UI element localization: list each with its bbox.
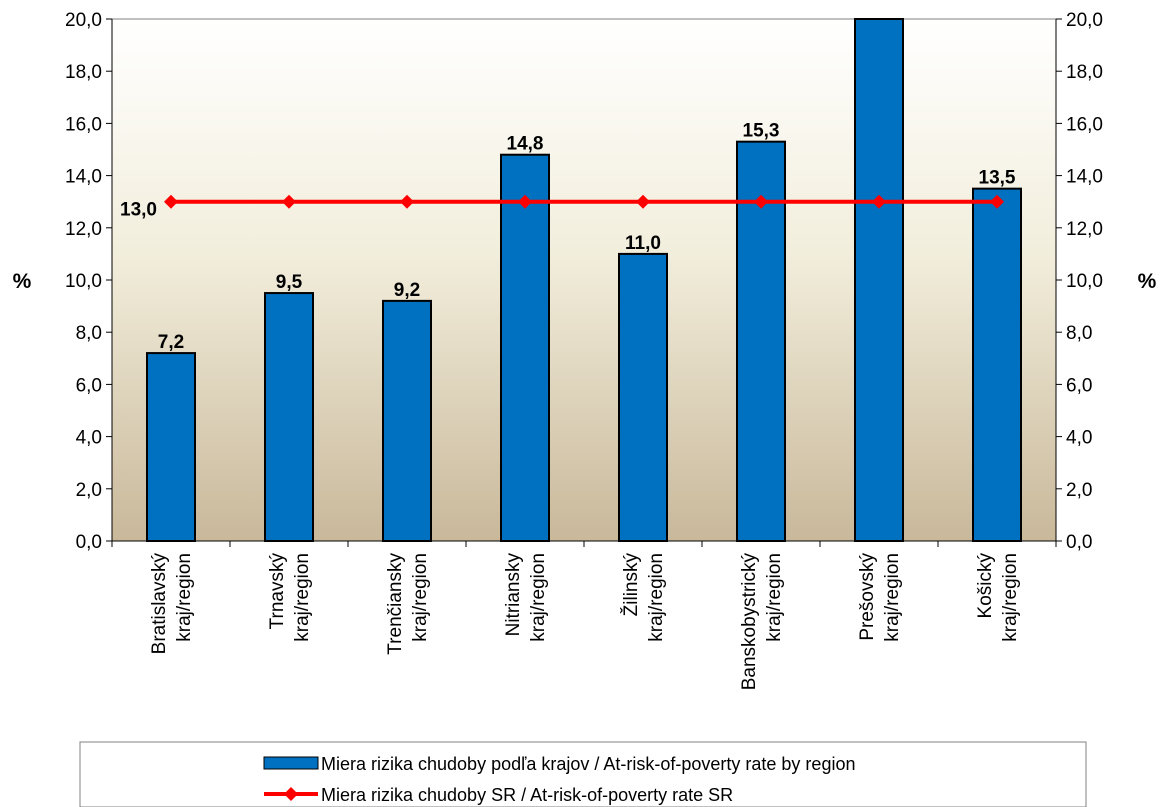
category-label-line: Trenčiansky (385, 553, 406, 655)
category-label-line: Košický (975, 553, 996, 619)
sr-line-marker (164, 194, 178, 209)
category-label-line: kraj/region (882, 553, 903, 642)
y-tick-label-left: 0,0 (76, 532, 102, 553)
legend-box (79, 741, 1087, 807)
sr-line-marker (754, 194, 768, 209)
y-tick-label-right: 8,0 (1066, 323, 1092, 344)
bar-value-label: 14,8 (507, 134, 544, 155)
bar (972, 187, 1022, 542)
y-tick-label-left: 10,0 (65, 271, 102, 292)
legend-line-marker (284, 787, 298, 801)
y-tick-label-right: 0,0 (1066, 532, 1092, 553)
y-tick-label-right: 6,0 (1066, 375, 1092, 396)
bar-value-label: 13,5 (979, 168, 1016, 189)
bar (854, 18, 904, 542)
bar (146, 352, 196, 542)
plot-area (111, 18, 1057, 542)
legend-bar-swatch (263, 756, 319, 770)
bar-value-label: 15,3 (743, 121, 780, 142)
bar (382, 299, 432, 542)
category-label-line: kraj/region (174, 553, 195, 642)
y-tick-label-right: 18,0 (1066, 62, 1103, 83)
category-label-line: kraj/region (410, 553, 431, 642)
category-label-line: Nitriansky (503, 553, 524, 637)
y-tick-label-left: 20,0 (65, 10, 102, 31)
y-tick-label-right: 2,0 (1066, 480, 1092, 501)
category-label-line: kraj/region (646, 553, 667, 642)
category-label-line: Trnavský (267, 553, 288, 630)
y-tick-label-left: 16,0 (65, 114, 102, 135)
y-axis-title-right: % (1138, 270, 1157, 293)
category-label: Trnavský kraj/region (267, 553, 313, 642)
category-label: Bratislavský kraj/region (149, 553, 195, 655)
y-tick-label-right: 10,0 (1066, 271, 1103, 292)
y-tick-label-left: 6,0 (76, 375, 102, 396)
y-tick-label-right: 20,0 (1066, 10, 1103, 31)
legend: Miera rizika chudoby podľa krajov / At-r… (79, 741, 1087, 807)
category-label: Trenčiansky kraj/region (385, 553, 431, 655)
sr-line-value-label: 13,0 (120, 200, 157, 221)
y-tick-label-right: 14,0 (1066, 167, 1103, 188)
category-label-line: kraj/region (764, 553, 785, 642)
sr-line-marker (518, 194, 532, 209)
bar-value-label: 9,5 (276, 272, 303, 293)
legend-line-label: Miera rizika chudoby SR / At-risk-of-pov… (321, 785, 733, 805)
category-label-line: Banskobystrický (739, 553, 760, 691)
y-tick-label-right: 16,0 (1066, 114, 1103, 135)
bar-value-label: 11,0 (625, 233, 661, 254)
bar (264, 292, 314, 542)
y-tick-label-right: 12,0 (1066, 219, 1103, 240)
sr-line-marker (400, 194, 414, 209)
sr-line-marker (872, 194, 886, 209)
category-label-line: Žilinský (620, 553, 642, 617)
category-label-line: Bratislavský (149, 553, 170, 655)
y-tick-label-left: 8,0 (76, 323, 102, 344)
category-label: Prešovský kraj/region (857, 553, 903, 642)
bar (500, 153, 550, 542)
legend-bar-label: Miera rizika chudoby podľa krajov / At-r… (321, 754, 855, 774)
category-label-line: kraj/region (1000, 553, 1021, 642)
sr-line-marker (990, 194, 1004, 209)
y-tick-label-left: 14,0 (65, 167, 102, 188)
bar-value-label: 9,2 (394, 280, 420, 301)
category-label: Banskobystrický kraj/region (739, 553, 785, 691)
category-label: Nitriansky kraj/region (503, 553, 549, 642)
category-label: Košický kraj/region (975, 553, 1021, 642)
sr-line-marker (636, 194, 650, 209)
y-tick-label-left: 18,0 (65, 62, 102, 83)
bar (618, 252, 668, 542)
category-label-line: kraj/region (292, 553, 313, 642)
y-tick-label-left: 4,0 (76, 428, 102, 449)
y-tick-label-left: 2,0 (76, 480, 102, 501)
category-label: Žilinský kraj/region (620, 553, 667, 642)
y-tick-label-right: 4,0 (1066, 428, 1092, 449)
sr-line-marker (282, 194, 296, 209)
y-axis-title-left: % (13, 270, 32, 293)
y-tick-label-left: 12,0 (65, 219, 102, 240)
bar-value-label: 7,2 (158, 332, 184, 353)
category-label-line: Prešovský (857, 553, 878, 641)
category-label-line: kraj/region (528, 553, 549, 642)
